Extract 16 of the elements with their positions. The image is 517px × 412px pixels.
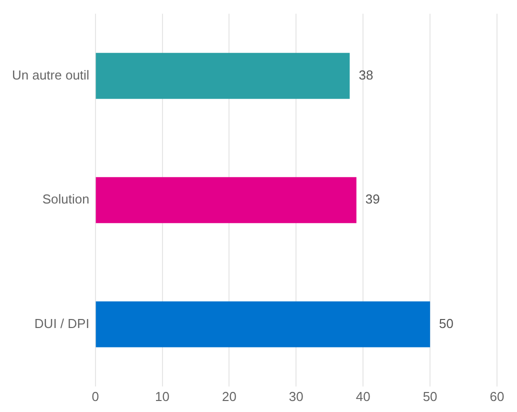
- x-tick-label: 10: [155, 388, 170, 404]
- bar: [96, 301, 430, 348]
- x-tick-label: 0: [92, 388, 99, 404]
- bar: [96, 52, 350, 99]
- bar: [96, 177, 356, 224]
- x-tick-label: 30: [288, 388, 304, 404]
- x-tick-label: 40: [356, 388, 370, 404]
- data-label: 50: [439, 316, 454, 331]
- data-label: 39: [365, 192, 380, 207]
- y-tick-label: Solution: [42, 192, 90, 207]
- x-tick-label: 60: [490, 388, 504, 404]
- x-tick-label: 20: [222, 388, 236, 404]
- y-tick-label: DUI / DPI: [34, 316, 90, 331]
- x-tick-label: 50: [422, 388, 438, 404]
- data-label: 38: [358, 67, 374, 82]
- y-tick-label: Un autre outil: [12, 67, 90, 82]
